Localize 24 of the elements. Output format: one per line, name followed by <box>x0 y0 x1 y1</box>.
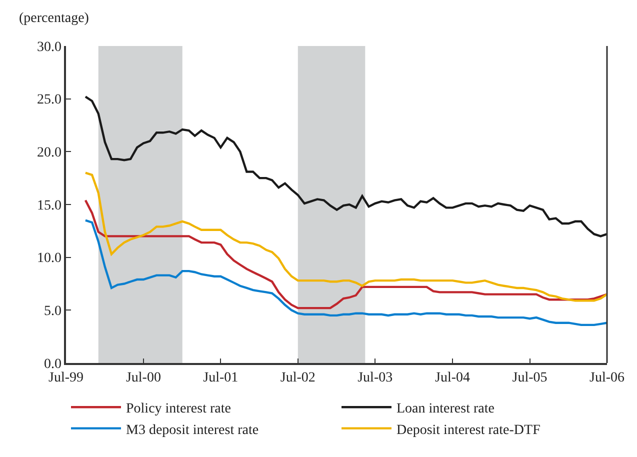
line-series <box>84 172 607 302</box>
y-tick-label: 15.0 <box>36 198 62 214</box>
y-tick-label: 0.0 <box>44 356 62 372</box>
x-tick-label: Jul-06 <box>590 370 624 386</box>
x-tick-label: Jul-04 <box>435 370 470 386</box>
x-tick-label: Jul-01 <box>203 370 238 386</box>
line-series <box>84 96 607 238</box>
y-axis-title: (percentage) <box>19 11 90 26</box>
x-tick-label: Jul-03 <box>358 370 393 386</box>
legend-label: Loan interest rate <box>396 402 494 417</box>
y-tick-label: 30.0 <box>36 40 62 55</box>
legend-label: Deposit interest rate-DTF <box>396 422 541 438</box>
line-series <box>84 219 607 326</box>
line-series <box>84 199 607 310</box>
x-tick-label: Jul-00 <box>126 370 161 386</box>
x-tick-label: Jul-99 <box>48 370 84 386</box>
legend-label: M3 deposit interest rate <box>126 422 259 438</box>
x-tick-label: Jul-05 <box>512 370 548 386</box>
x-tick-label: Jul-02 <box>280 370 316 386</box>
y-tick-label: 25.0 <box>36 92 62 108</box>
y-tick-label: 5.0 <box>44 304 62 320</box>
legend-label: Policy interest rate <box>126 402 231 417</box>
y-tick-label: 20.0 <box>36 146 62 161</box>
y-tick-label: 10.0 <box>36 251 62 266</box>
